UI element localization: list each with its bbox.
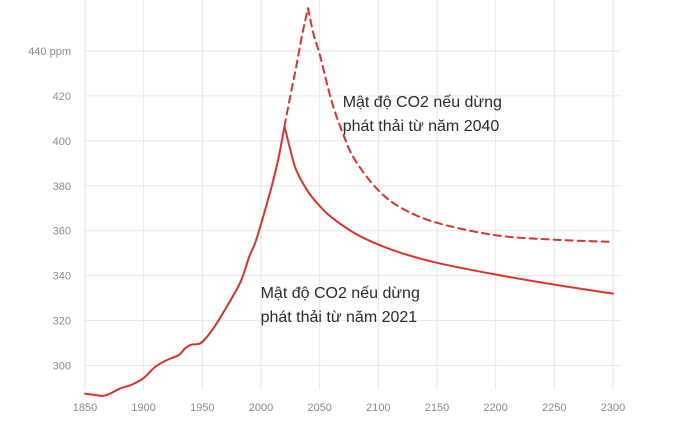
dashed-series-line	[283, 7, 614, 243]
y-tick-label: 320	[53, 316, 71, 328]
y-tick-label: 380	[53, 181, 71, 193]
y-tick-label: 420	[53, 91, 71, 103]
y-tick-label: 400	[53, 136, 71, 148]
y-tick-label: 340	[53, 271, 71, 283]
y-tick-label: 360	[53, 226, 71, 238]
x-tick-label: 2050	[307, 402, 331, 414]
x-tick-label: 2250	[542, 402, 566, 414]
annotation-text: phát thải từ năm 2040	[343, 118, 500, 135]
solid-series-line	[84, 125, 614, 397]
y-tick-label: 440 ppm	[28, 46, 71, 58]
x-tick-label: 2000	[249, 402, 273, 414]
x-tick-label: 2100	[366, 402, 390, 414]
y-tick-label: 300	[53, 361, 71, 373]
annotation-text: phát thải từ năm 2021	[261, 309, 418, 326]
series-layer	[84, 7, 614, 397]
annotations: Mật độ CO2 nếu dừng phát thải từ năm 2040…	[261, 94, 502, 326]
grid	[84, 0, 621, 390]
annotation-text: Mật độ CO2 nếu dừng	[261, 285, 420, 302]
x-tick-label: 2200	[483, 402, 507, 414]
x-tick-label: 2150	[425, 402, 449, 414]
x-tick-label: 1850	[73, 402, 97, 414]
annotation-text: Mật độ CO2 nếu dừng	[343, 94, 502, 111]
axis-labels: 1850 1900 1950 2000 2050 2100 2150 2200 2250 2300…	[28, 46, 625, 414]
x-tick-label: 2300	[601, 402, 625, 414]
x-tick-label: 1900	[131, 402, 155, 414]
x-tick-label: 1950	[190, 402, 214, 414]
